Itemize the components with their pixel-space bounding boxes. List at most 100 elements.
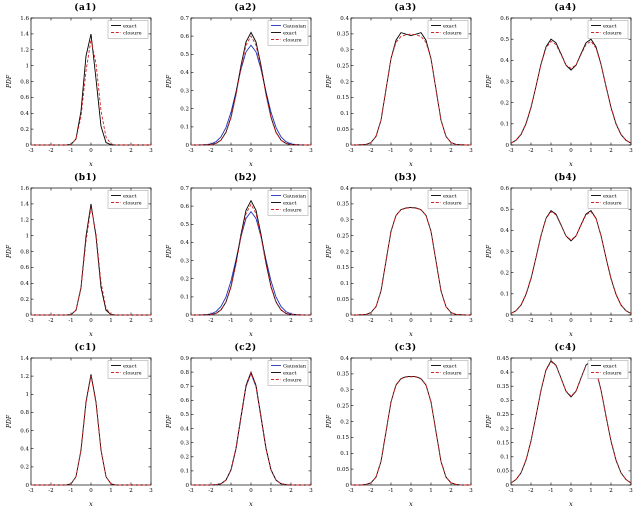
y-tick-label: 0.25: [337, 233, 350, 239]
y-tick-label: 0.2: [180, 107, 189, 113]
x-tick-label: 2: [609, 488, 613, 494]
x-tick-label: 1: [429, 488, 433, 494]
y-tick-label: 0.5: [180, 222, 189, 228]
x-tick-label: 1: [109, 488, 113, 494]
series-line-exact: [510, 360, 632, 484]
y-tick-label: 0.5: [500, 37, 509, 43]
legend-box: [267, 360, 309, 386]
y-tick-label: 0.05: [337, 467, 350, 473]
y-tick-label: 0.05: [337, 127, 350, 133]
x-tick-label: 1: [589, 488, 593, 494]
series-line-gaussian: [191, 372, 311, 486]
x-axis-label: x: [89, 330, 93, 337]
legend-label: closure: [443, 30, 462, 36]
y-tick-label: 1.4: [20, 202, 29, 208]
subplot-a3: (a3) -3 -2 -1 0 1 2 3 0 0.05 0.1 0.15 0.2 0.25 0.3 0.35…: [320, 2, 480, 172]
x-tick-label: 2: [289, 318, 293, 324]
y-axis-label: PDF: [6, 244, 13, 259]
y-tick-label: 0.6: [500, 16, 509, 22]
x-tick-label: -2: [368, 318, 373, 324]
x-tick-label: 2: [449, 148, 453, 154]
y-tick-label: 1.2: [20, 218, 29, 224]
y-tick-label: 1.2: [20, 374, 29, 380]
legend-label: exact: [283, 200, 297, 206]
y-tick-label: 0.3: [340, 388, 349, 394]
x-tick-label: 0: [89, 318, 93, 324]
plot-canvas: -3 -2 -1 0 1 2 3 0 0.1 0.2 0.3 0.4 0.5 0.6 exactclosur…: [486, 186, 633, 337]
subplot-title: (c4): [554, 343, 577, 353]
legend-label: Gaussian: [283, 193, 307, 199]
x-tick-label: 2: [129, 318, 133, 324]
y-tick-label: 0.25: [337, 63, 350, 69]
series-line-closure: [31, 39, 151, 146]
y-axis-label: PDF: [486, 74, 493, 89]
legend-label: exact: [603, 193, 617, 199]
x-tick-label: -1: [548, 148, 553, 154]
plot-canvas: -3 -2 -1 0 1 2 3 0 0.1 0.2 0.3 0.4 0.5 0.6 0.7 Gaussian…: [166, 16, 313, 167]
y-tick-label: 1.2: [20, 48, 29, 54]
subplot-title: (a2): [234, 3, 257, 13]
y-tick-label: 0: [186, 483, 190, 489]
subplot-title: (a1): [74, 3, 97, 13]
y-tick-label: 0.2: [340, 419, 349, 425]
y-tick-label: 0.2: [340, 249, 349, 255]
y-tick-label: 0: [346, 483, 350, 489]
subplot-title: (c2): [234, 343, 257, 353]
y-tick-label: 0.1: [180, 125, 189, 131]
x-tick-label: 2: [449, 488, 453, 494]
legend-label: exact: [443, 23, 457, 29]
y-tick-label: 0.4: [340, 356, 349, 362]
series-line-exact: [31, 33, 151, 146]
y-axis-label: PDF: [326, 74, 333, 89]
x-tick-label: -3: [28, 318, 34, 324]
y-tick-label: 0.4: [180, 426, 189, 432]
y-tick-label: 0.15: [337, 95, 350, 101]
x-tick-label: -1: [548, 488, 553, 494]
y-tick-label: 0.2: [500, 101, 509, 107]
legend-label: exact: [283, 370, 297, 376]
y-tick-label: 0.4: [180, 70, 189, 76]
y-tick-label: 0.2: [180, 455, 189, 461]
y-tick-label: 0.3: [340, 48, 349, 54]
x-tick-label: -2: [48, 488, 53, 494]
x-tick-label: 0: [89, 488, 93, 494]
plot-canvas: -3 -2 -1 0 1 2 3 0 0.2 0.4 0.6 0.8 1 1.2 1.4 1.6 exactcl…: [6, 186, 153, 337]
series-line-exact: [191, 199, 311, 316]
series-line-closure: [191, 35, 311, 146]
legend-label: closure: [443, 200, 462, 206]
y-tick-label: 0.4: [180, 240, 189, 246]
y-tick-label: 0.6: [180, 204, 189, 210]
y-tick-label: 0.6: [20, 265, 29, 271]
x-tick-label: -2: [528, 488, 533, 494]
legend-label: exact: [603, 23, 617, 29]
subplot-b3: (b3) -3 -2 -1 0 1 2 3 0 0.05 0.1 0.15 0.2 0.25 0.3 0.35…: [320, 172, 480, 342]
legend-box: [587, 20, 629, 39]
subplot-title: (b1): [73, 173, 98, 183]
x-axis-label: x: [89, 160, 93, 167]
y-tick-label: 0.35: [337, 202, 350, 208]
plot-canvas: -3 -2 -1 0 1 2 3 0 0.2 0.4 0.6 0.8 1 1.2 1.4 1.6 exactcl…: [6, 16, 153, 167]
y-tick-label: 0.4: [500, 58, 509, 64]
legend-label: closure: [283, 37, 302, 43]
legend-label: Gaussian: [283, 23, 307, 29]
y-tick-label: 0.7: [180, 186, 189, 192]
y-tick-label: 0.2: [500, 271, 509, 277]
subplot-title: (b4): [553, 173, 578, 183]
y-tick-label: 0.05: [497, 469, 510, 475]
x-tick-label: 1: [109, 148, 113, 154]
y-tick-label: 0: [26, 313, 30, 319]
subplot-a1: (a1) -3 -2 -1 0 1 2 3 0 0.2 0.4 0.6 0.8 1 1.2 1.4 1.6 exa…: [0, 2, 160, 172]
y-axis-label: PDF: [326, 414, 333, 429]
subplot-b1: (b1) -3 -2 -1 0 1 2 3 0 0.2 0.4 0.6 0.8 1 1.2 1.4 1.6 exa…: [0, 172, 160, 342]
y-axis-label: PDF: [486, 244, 493, 259]
x-tick-label: -2: [48, 148, 53, 154]
legend-label: exact: [123, 363, 137, 369]
legend-box: [587, 190, 629, 209]
y-tick-label: 0.6: [500, 186, 509, 192]
legend-box: [267, 190, 309, 216]
y-tick-label: 0.35: [497, 384, 510, 390]
x-tick-label: -2: [208, 488, 213, 494]
x-tick-label: -2: [528, 318, 533, 324]
y-tick-label: 0.1: [180, 469, 189, 475]
y-tick-label: 0.3: [500, 79, 509, 85]
